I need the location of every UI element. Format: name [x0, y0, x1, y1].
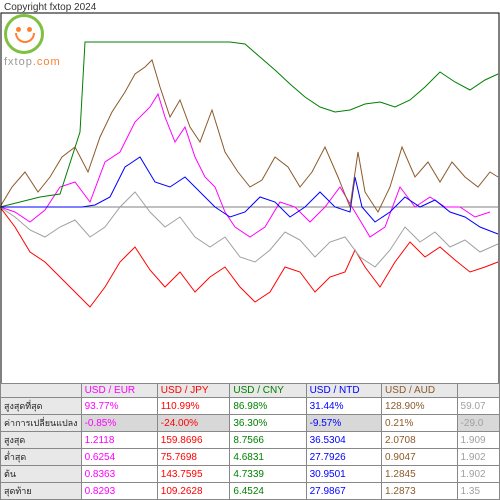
row-label: สุดท้าย	[1, 483, 82, 500]
table-cell: -29.0	[457, 415, 499, 432]
table-cell: 31.44%	[306, 398, 381, 415]
table-row: ค่าการเปลี่ยนแปลง-0.85%-24.00%36.30%-9.5…	[1, 415, 500, 432]
row-label: สูงสุด	[1, 432, 82, 449]
table-row: ต้น0.8363143.75954.733930.95011.28451.90…	[1, 466, 500, 483]
pair-header: USD / NTD	[306, 384, 381, 398]
pair-header: USD / EUR	[81, 384, 157, 398]
table-cell: 1.2118	[81, 432, 157, 449]
pair-header: USD / JPY	[157, 384, 230, 398]
table-cell: 110.99%	[157, 398, 230, 415]
table-cell: -0.85%	[81, 415, 157, 432]
table-cell: 0.21%	[382, 415, 458, 432]
table-cell: 59.07	[457, 398, 499, 415]
row-label: ค่าการเปลี่ยนแปลง	[1, 415, 82, 432]
table-row: ต่ำสุด0.625475.76984.683127.79260.90471.…	[1, 449, 500, 466]
table-cell: 1.2845	[382, 466, 458, 483]
table-cell: 27.7926	[306, 449, 381, 466]
table-cell: 86.98%	[230, 398, 306, 415]
table-cell: 0.8363	[81, 466, 157, 483]
table-cell: 36.30%	[230, 415, 306, 432]
table-cell: 75.7698	[157, 449, 230, 466]
table-row: สูงสุด1.2118159.86968.756636.53042.07081…	[1, 432, 500, 449]
currency-data-table: USD / EURUSD / JPYUSD / CNYUSD / NTDUSD …	[0, 383, 500, 500]
table-cell: 2.0708	[382, 432, 458, 449]
table-cell: 36.5304	[306, 432, 381, 449]
table-cell: 0.9047	[382, 449, 458, 466]
row-label: ต่ำสุด	[1, 449, 82, 466]
row-label: ต้น	[1, 466, 82, 483]
table-cell: 0.8293	[81, 483, 157, 500]
table-cell: 6.4524	[230, 483, 306, 500]
table-cell: 4.7339	[230, 466, 306, 483]
table-cell: 4.6831	[230, 449, 306, 466]
table-cell: 143.7595	[157, 466, 230, 483]
table-cell: 1.2873	[382, 483, 458, 500]
table-cell: 128.90%	[382, 398, 458, 415]
table-header-row: USD / EURUSD / JPYUSD / CNYUSD / NTDUSD …	[1, 384, 500, 398]
table-cell: 1.902	[457, 449, 499, 466]
row-label: สูงสุดที่สุด	[1, 398, 82, 415]
pair-header	[457, 384, 499, 398]
pair-header: USD / AUD	[382, 384, 458, 398]
table-cell: 30.9501	[306, 466, 381, 483]
table-cell: 0.6254	[81, 449, 157, 466]
currency-line-chart	[0, 12, 500, 397]
table-cell: 27.9867	[306, 483, 381, 500]
pair-header: USD / CNY	[230, 384, 306, 398]
table-cell: 1.902	[457, 466, 499, 483]
table-cell: 1.35	[457, 483, 499, 500]
table-cell: 159.8696	[157, 432, 230, 449]
table-cell: 93.77%	[81, 398, 157, 415]
table-cell: 109.2628	[157, 483, 230, 500]
table-row: สูงสุดที่สุด93.77%110.99%86.98%31.44%128…	[1, 398, 500, 415]
table-cell: 1.909	[457, 432, 499, 449]
table-cell: 8.7566	[230, 432, 306, 449]
table-cell: -24.00%	[157, 415, 230, 432]
table-row: สุดท้าย0.8293109.26286.452427.98671.2873…	[1, 483, 500, 500]
table-cell: -9.57%	[306, 415, 381, 432]
